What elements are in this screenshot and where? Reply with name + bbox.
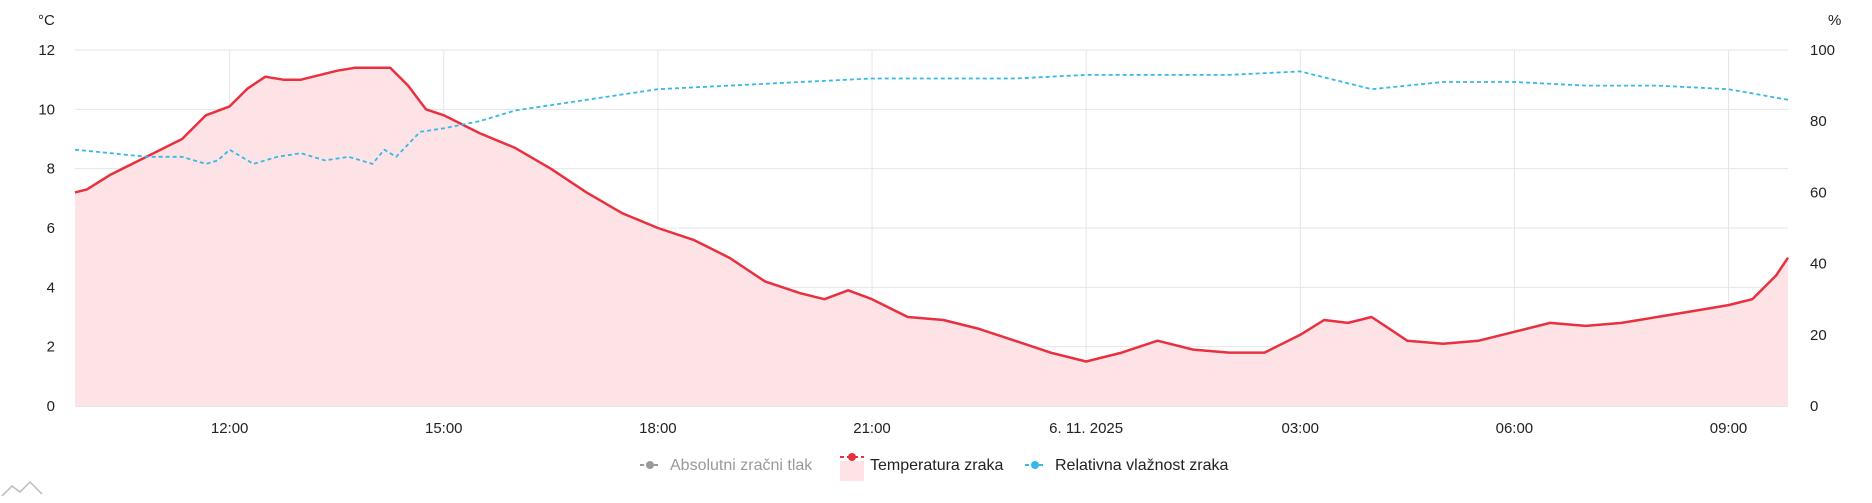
- legend-swatch-dot: [848, 453, 856, 461]
- right-axis-tick-label: 80: [1810, 113, 1827, 130]
- legend-item-humidity[interactable]: Relativna vlažnost zraka: [1025, 457, 1229, 474]
- legend-swatch-dot: [646, 461, 654, 469]
- legend-label: Absolutni zračni tlak: [670, 457, 813, 474]
- left-axis-tick-label: 8: [47, 161, 55, 178]
- legend-label: Temperatura zraka: [870, 457, 1003, 474]
- right-axis-tick-label: 60: [1810, 184, 1827, 201]
- series-layer: [74, 66, 1790, 407]
- mountain-icon: [1, 480, 43, 497]
- temperature-line[interactable]: [74, 66, 1790, 363]
- x-axis-tick-label: 15:00: [425, 420, 463, 437]
- legend: Absolutni zračni tlak Temperatura zraka Re…: [1, 453, 1229, 497]
- legend-swatch-dot: [1031, 461, 1039, 469]
- right-axis-unit: %: [1828, 12, 1841, 29]
- right-axis-tick-label: 100: [1810, 42, 1835, 59]
- x-axis-tick-label: 12:00: [211, 420, 249, 437]
- left-axis-tick-label: 10: [38, 101, 55, 118]
- temperature-area: [75, 67, 1788, 407]
- legend-label: Relativna vlažnost zraka: [1055, 457, 1229, 474]
- x-axis-tick-label: 21:00: [853, 420, 891, 437]
- left-axis-unit: °C: [38, 12, 55, 29]
- legend-item-temperature[interactable]: Temperatura zraka: [840, 453, 1003, 481]
- legend-item-pressure[interactable]: Absolutni zračni tlak: [640, 457, 813, 474]
- left-axis-tick-label: 6: [47, 220, 55, 237]
- right-axis-tick-label: 20: [1810, 327, 1827, 344]
- right-axis-tick-label: 0: [1810, 398, 1818, 415]
- x-axis-tick-label: 6. 11. 2025: [1049, 420, 1123, 437]
- right-axis-tick-label: 40: [1810, 256, 1827, 273]
- left-axis-tick-label: 2: [47, 339, 55, 356]
- x-axis-tick-label: 06:00: [1496, 420, 1534, 437]
- left-axis-tick-label: 12: [38, 42, 55, 59]
- left-axis-tick-label: 0: [47, 398, 55, 415]
- left-axis-tick-label: 4: [47, 279, 55, 296]
- legend-swatch: [840, 461, 864, 481]
- x-axis-tick-label: 18:00: [639, 420, 677, 437]
- x-axis-tick-label: 09:00: [1710, 420, 1748, 437]
- x-axis-tick-label: 03:00: [1281, 420, 1319, 437]
